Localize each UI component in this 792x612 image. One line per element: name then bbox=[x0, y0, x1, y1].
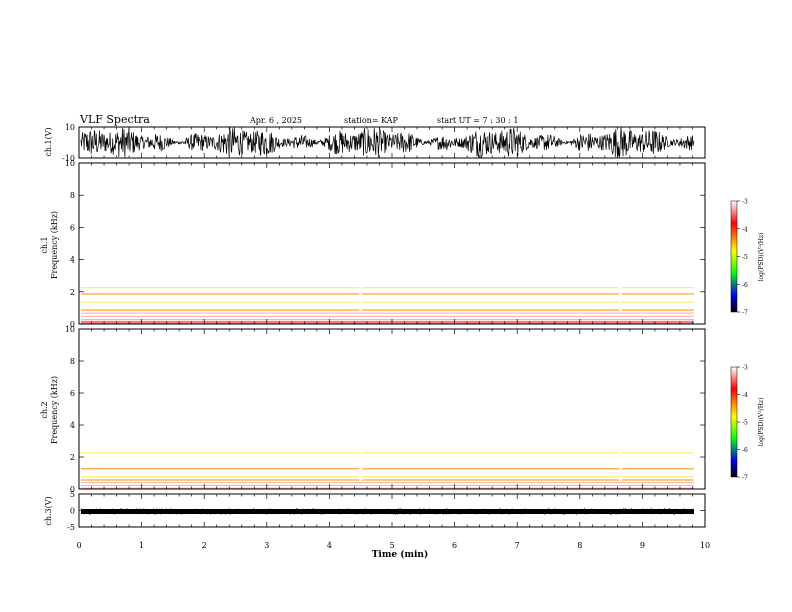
x-tick-label: 3 bbox=[264, 541, 269, 550]
colorbar-tick-label: -4 bbox=[742, 392, 748, 399]
ch2-colorbar: -3 -4 -5 -6 -7 log(PSD)(V²/Hz) bbox=[730, 365, 765, 482]
ch1-waveform-ylabel: ch.1(V) bbox=[44, 127, 53, 156]
y-tick-label: 8 bbox=[70, 357, 75, 366]
figure-title: VLF Spectra bbox=[79, 113, 150, 126]
spectrum-bottom bbox=[81, 320, 694, 324]
carrier-line bbox=[81, 309, 694, 311]
y-tick-label: 10 bbox=[65, 123, 75, 132]
ch1-spectrogram-panel: 0 2 4 6 8 10 ch.1 Frequency (kHz) bbox=[40, 159, 706, 329]
x-tick-label: 5 bbox=[389, 541, 394, 550]
ch2-spectrogram-frame bbox=[78, 328, 706, 490]
y-tick-label: 0 bbox=[70, 320, 75, 329]
carrier-line bbox=[81, 287, 694, 289]
colorbar-tick-label: -5 bbox=[742, 420, 748, 427]
ch1-colorbar: -3 -4 -5 -6 -7 log(PSD)(V²/Hz) bbox=[730, 199, 765, 317]
carrier-line bbox=[81, 479, 694, 481]
carrier-line bbox=[81, 301, 694, 303]
quiet-stripe bbox=[619, 163, 622, 312]
ch2-spectrogram-axis: 0 2 4 6 8 10 bbox=[65, 325, 706, 494]
ch1-spectrogram-image bbox=[81, 163, 694, 324]
ch1-spectrogram-frame bbox=[78, 162, 706, 325]
colorbar-tick-label: -6 bbox=[742, 282, 748, 289]
gap-line bbox=[81, 485, 694, 486]
y-tick-label: -10 bbox=[62, 154, 75, 163]
y-tick-label: 2 bbox=[70, 288, 75, 297]
carrier-line bbox=[81, 476, 694, 478]
y-tick-label: 6 bbox=[70, 389, 75, 398]
x-tick-label: 8 bbox=[577, 541, 582, 550]
ch1-colorbar-label: log(PSD)(V²/Hz) bbox=[758, 233, 765, 282]
y-tick-label: 10 bbox=[65, 159, 75, 168]
y-tick-label: 0 bbox=[70, 485, 75, 494]
gap-line bbox=[81, 487, 694, 489]
ch1-waveform-trace bbox=[80, 126, 695, 159]
x-tick-label: 1 bbox=[139, 541, 144, 550]
ch1-waveform-axis: 10 -10 bbox=[62, 123, 706, 163]
ch1-spectrogram-ylabel: Frequency (kHz) bbox=[50, 211, 59, 279]
y-tick-label: 8 bbox=[70, 191, 75, 200]
ch1-colorbar-ticks: -3 -4 -5 -6 -7 bbox=[737, 199, 748, 317]
ch1-waveform-panel: 10 -10 ch.1(V) bbox=[44, 123, 706, 163]
gap-line bbox=[81, 482, 694, 484]
y-tick-label: 5 bbox=[70, 490, 75, 499]
y-tick-label: 2 bbox=[70, 453, 75, 462]
ch1-spectrogram-channel-label: ch.1 bbox=[40, 236, 49, 253]
colorbar-tick-label: -6 bbox=[742, 447, 748, 454]
x-tick-label: 10 bbox=[700, 541, 710, 550]
ch2-spectrogram-image bbox=[81, 329, 694, 489]
ch3-trace-band bbox=[81, 509, 694, 514]
x-tick-label: 7 bbox=[515, 541, 520, 550]
quiet-stripe bbox=[359, 163, 363, 312]
ch1-colorbar-gradient bbox=[730, 200, 738, 313]
ch2-spectrogram-channel-label: ch.2 bbox=[40, 401, 49, 418]
station-label: station= KAP bbox=[344, 116, 399, 125]
quiet-stripe bbox=[359, 329, 363, 481]
ch3-waveform-axis: 50-50 1 2 3 4 5 6 7 8 9 10 bbox=[67, 490, 710, 550]
ch2-colorbar-gradient bbox=[730, 366, 738, 478]
ch2-spectrogram-panel: 0 2 4 6 8 10 ch.2 Frequency (kHz) bbox=[40, 325, 706, 494]
ch3-waveform-panel: 50-50 1 2 3 4 5 6 7 8 9 10 ch.3(V) Time (min) bbox=[44, 490, 710, 560]
ch3-waveform-trace bbox=[80, 507, 695, 516]
carrier-line bbox=[81, 468, 694, 470]
x-axis-label: Time (min) bbox=[372, 549, 429, 560]
colorbar-tick-label: -4 bbox=[742, 226, 748, 233]
header: VLF Spectra Apr. 6 , 2025 station= KAP s… bbox=[79, 113, 518, 126]
x-tick-label: 4 bbox=[327, 541, 332, 550]
y-tick-label: 6 bbox=[70, 223, 75, 232]
gap-line bbox=[81, 312, 694, 314]
ch3-waveform-ylabel: ch.3(V) bbox=[44, 496, 53, 525]
quiet-stripe bbox=[619, 329, 622, 481]
ch1-trace-line bbox=[80, 126, 695, 159]
ch3-trace-line bbox=[80, 507, 695, 516]
carrier-line bbox=[81, 293, 694, 295]
y-tick-label: 0 bbox=[70, 507, 75, 516]
x-tick-label: 0 bbox=[76, 541, 81, 550]
gap-line bbox=[81, 315, 694, 317]
y-tick-label: 4 bbox=[70, 421, 75, 430]
y-tick-label: -5 bbox=[67, 523, 75, 532]
colorbar-tick-label: -3 bbox=[742, 365, 748, 372]
x-tick-label: 6 bbox=[452, 541, 457, 550]
ch1-spectrogram-axis: 0 2 4 6 8 10 bbox=[65, 159, 706, 329]
colorbar-tick-label: -3 bbox=[742, 199, 748, 206]
start-time-label: start UT = 7 : 30 : 1 bbox=[437, 116, 518, 125]
gap-line bbox=[81, 319, 694, 320]
colorbar-tick-label: -7 bbox=[742, 475, 748, 482]
y-tick-label: 4 bbox=[70, 256, 75, 265]
date-label: Apr. 6 , 2025 bbox=[249, 116, 302, 125]
y-tick-label: 10 bbox=[65, 325, 75, 334]
colorbar-tick-label: -5 bbox=[742, 254, 748, 261]
x-tick-label: 2 bbox=[202, 541, 207, 550]
x-tick-label: 9 bbox=[640, 541, 645, 550]
ch2-colorbar-ticks: -3 -4 -5 -6 -7 bbox=[737, 365, 748, 482]
ch2-spectrogram-ylabel: Frequency (kHz) bbox=[50, 376, 59, 444]
colorbar-tick-label: -7 bbox=[742, 310, 748, 317]
ch2-colorbar-label: log(PSD)(V²/Hz) bbox=[758, 398, 765, 447]
carrier-line bbox=[81, 452, 694, 454]
